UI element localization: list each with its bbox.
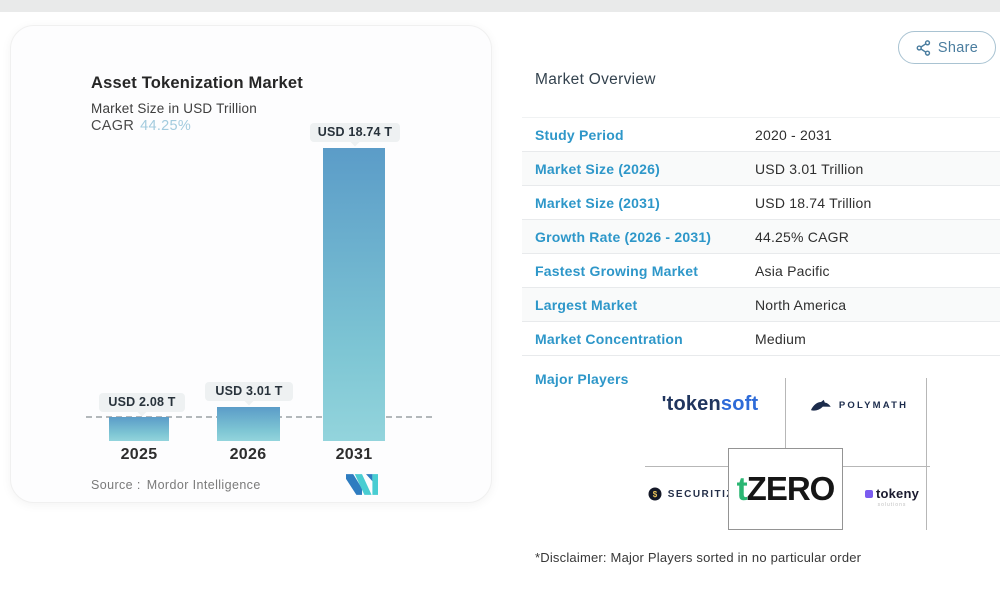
- securitize-logo: $ SECURITIZE: [640, 487, 750, 501]
- players-grid-divider-horizontal-left: [645, 466, 728, 467]
- row-label: Largest Market: [535, 297, 638, 313]
- chart-source: Source : Mordor Intelligence: [91, 478, 267, 492]
- row-value: USD 3.01 Trillion: [755, 161, 864, 177]
- x-axis-label-2031: 2031: [335, 446, 373, 463]
- source-label: Source :: [91, 478, 141, 492]
- share-button[interactable]: Share: [898, 31, 996, 64]
- row-value: North America: [755, 297, 847, 313]
- bar-2026: [217, 407, 280, 441]
- share-button-label: Share: [937, 39, 979, 56]
- table-row-market-size-2026: Market Size (2026) USD 3.01 Trillion: [522, 152, 1000, 186]
- source-name: Mordor Intelligence: [146, 478, 261, 492]
- players-grid-divider-horizontal-right: [843, 466, 930, 467]
- table-row-study-period: Study Period 2020 - 2031: [522, 118, 1000, 152]
- table-row-market-size-2031: Market Size (2031) USD 18.74 Trillion: [522, 186, 1000, 220]
- row-value: 44.25% CAGR: [755, 229, 850, 245]
- players-grid-divider-vertical-right: [926, 378, 927, 530]
- table-row-growth-rate: Growth Rate (2026 - 2031) 44.25% CAGR: [522, 220, 1000, 254]
- bar-2031: [323, 148, 385, 441]
- row-label: Study Period: [535, 127, 624, 143]
- tokensoft-logo: 'tokensoft: [661, 393, 759, 415]
- chart-cagr: CAGR 44.25%: [91, 118, 191, 134]
- tzero-logo: tZERO: [728, 448, 843, 530]
- row-label: Market Size (2026): [535, 161, 660, 177]
- players-grid-divider-vertical-mid: [785, 378, 786, 448]
- table-row-largest-market: Largest Market North America: [522, 288, 1000, 322]
- share-icon: [916, 39, 931, 56]
- tokeny-sub-label: solutions: [877, 502, 907, 508]
- row-value: USD 18.74 Trillion: [755, 195, 872, 211]
- bar-2025: [109, 417, 169, 441]
- tokensoft-stress-mark: ': [661, 393, 667, 415]
- overview-heading: Market Overview: [535, 71, 656, 88]
- table-row-market-concentration: Market Concentration Medium: [522, 322, 1000, 356]
- row-label: Market Size (2031): [535, 195, 660, 211]
- polymath-whale-icon: [810, 399, 831, 411]
- bar-value-label-2026: USD 3.01 T: [205, 382, 293, 401]
- table-row-fastest-growing-market: Fastest Growing Market Asia Pacific: [522, 254, 1000, 288]
- overview-table: Study Period 2020 - 2031 Market Size (20…: [522, 117, 1000, 356]
- major-players-disclaimer: *Disclaimer: Major Players sorted in no …: [535, 550, 862, 565]
- row-value: 2020 - 2031: [755, 127, 832, 143]
- chart-subtitle: Market Size in USD Trillion: [91, 101, 257, 116]
- chart-card: Asset Tokenization Market Market Size in…: [10, 25, 492, 503]
- chart-title: Asset Tokenization Market: [91, 74, 303, 92]
- top-band: [0, 0, 1000, 12]
- bar-value-label-2031: USD 18.74 T: [310, 123, 400, 142]
- major-players-label: Major Players: [535, 371, 629, 387]
- x-axis-label-2026: 2026: [229, 446, 267, 463]
- bar-value-label-2025: USD 2.08 T: [99, 393, 185, 412]
- cagr-value: 44.25%: [140, 118, 192, 134]
- cagr-label: CAGR: [91, 118, 135, 134]
- row-label: Fastest Growing Market: [535, 263, 699, 279]
- svg-text:$: $: [653, 490, 658, 499]
- polymath-logo: POLYMATH: [800, 399, 918, 412]
- mordor-intelligence-logo-icon: [346, 474, 378, 500]
- row-label: Market Concentration: [535, 331, 683, 347]
- row-label: Growth Rate (2026 - 2031): [535, 229, 712, 245]
- tokeny-logo: tokeny solutions: [852, 486, 932, 508]
- securitize-coin-icon: $: [648, 487, 662, 501]
- x-axis-label-2025: 2025: [120, 446, 158, 463]
- row-value: Asia Pacific: [755, 263, 830, 279]
- row-value: Medium: [755, 331, 806, 347]
- tokeny-square-icon: [864, 489, 873, 498]
